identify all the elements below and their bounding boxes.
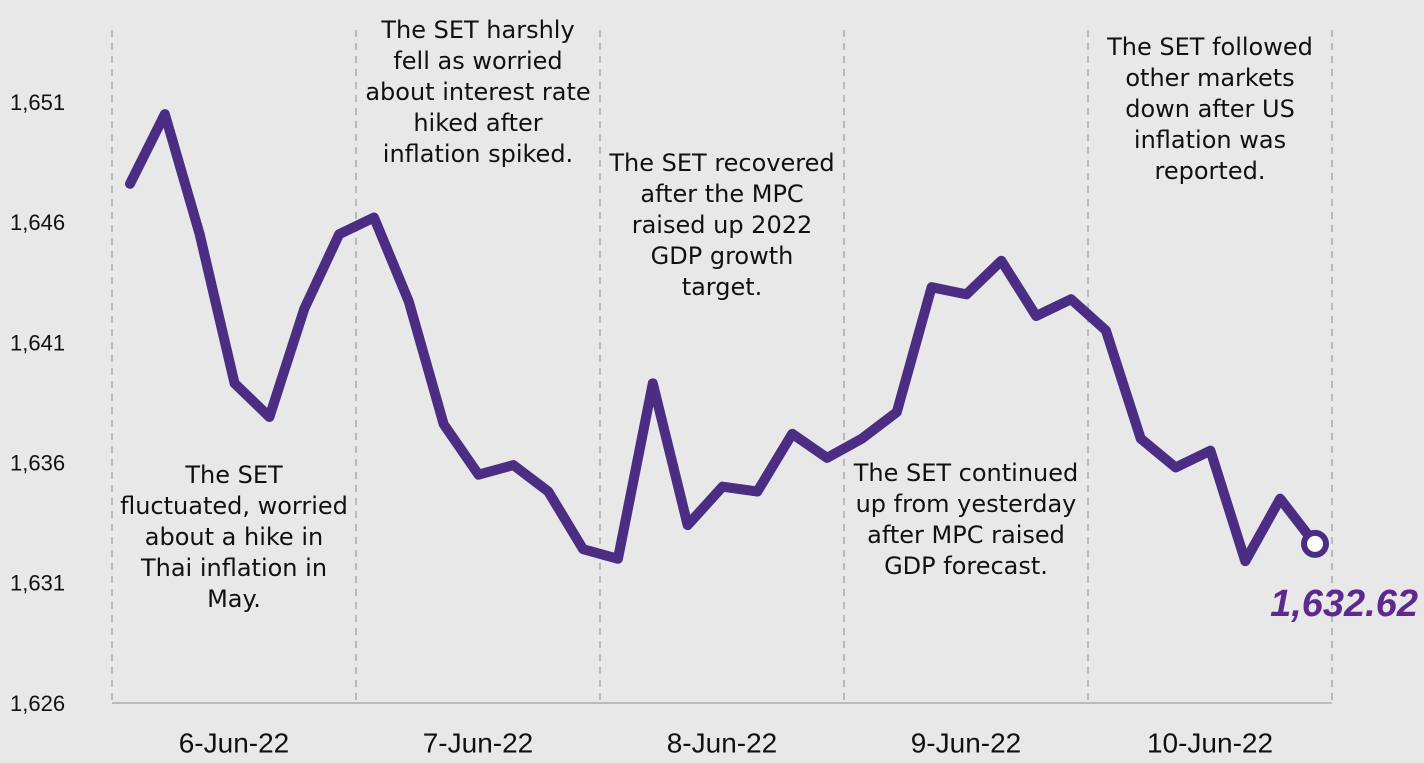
y-tick-label: 1,631 [10,571,65,596]
y-tick-label: 1,636 [10,450,65,475]
y-tick-label: 1,646 [10,210,65,235]
x-tick-label: 8-Jun-22 [667,727,778,758]
x-tick-label: 7-Jun-22 [423,727,534,758]
annotation: The SET continued up from yesterday afte… [853,459,1079,580]
value-label: 1,632.62 [1270,583,1418,625]
annotation: The SET harshly fell as worried about in… [365,16,591,168]
annotation: The SET fluctuated, worried about a hike… [120,461,348,613]
y-tick-label: 1,641 [10,330,65,355]
x-tick-label: 6-Jun-22 [179,727,290,758]
x-tick-label: 9-Jun-22 [911,727,1022,758]
y-tick-label: 1,651 [10,90,65,115]
annotation: The SET followed other markets down afte… [1107,33,1313,185]
end-marker [1301,529,1329,558]
annotation: The SET recovered after the MPC raised u… [609,149,835,301]
y-tick-label: 1,626 [10,691,65,716]
series-line [125,109,1320,567]
x-tick-label: 10-Jun-22 [1147,727,1273,758]
